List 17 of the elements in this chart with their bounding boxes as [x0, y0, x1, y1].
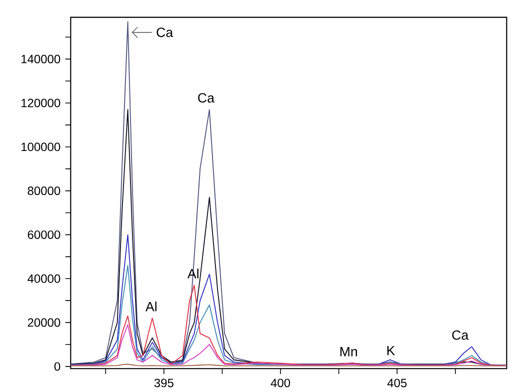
annotation: Ca [198, 93, 214, 103]
y-tick-label: 120000 [22, 98, 60, 108]
annotation: K [387, 346, 396, 356]
y-tick-label: 20000 [28, 318, 60, 327]
y-tick-label: 0 [54, 362, 60, 371]
x-tick-label: 400 [270, 378, 290, 388]
y-tick-label: 100000 [22, 142, 60, 152]
y-tick-label: 40000 [28, 274, 60, 283]
annotation: Al [146, 302, 156, 312]
y-tick-label: 140000 [22, 54, 60, 64]
y-tick-label: 80000 [28, 186, 60, 196]
y-tick-label: 60000 [28, 230, 60, 239]
x-tick-label: 405 [387, 378, 407, 388]
annotation: Ca [156, 28, 174, 38]
annotation: Ca [452, 330, 469, 340]
x-tick-label: 395 [154, 378, 174, 388]
annotation: Mn [340, 347, 357, 356]
